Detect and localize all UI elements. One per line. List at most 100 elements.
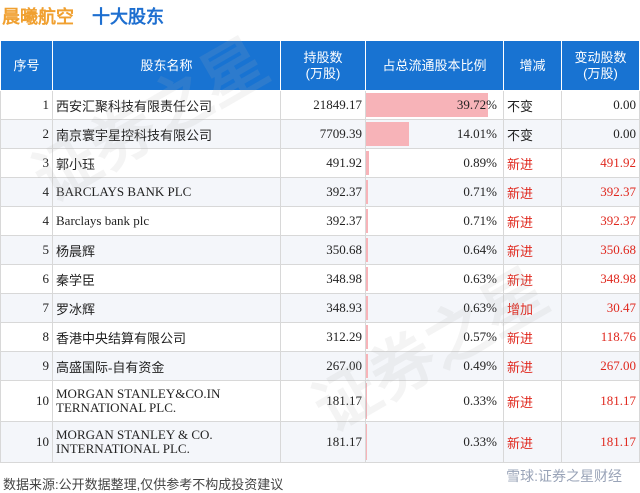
shareholder-name-cell: 罗冰辉	[52, 293, 281, 323]
ratio-text: 0.71%	[463, 184, 497, 199]
table-row: 9 高盛国际-自有资金 267.00 0.49% 新进 267.00	[0, 351, 640, 381]
ratio-bar	[366, 209, 369, 233]
shareholder-name-cell: BARCLAYS BANK PLC	[52, 177, 281, 207]
rank-cell: 9	[0, 351, 53, 381]
rank-cell: 10	[0, 380, 53, 422]
table-row: 7 罗冰辉 348.93 0.63% 增加 30.47	[0, 293, 640, 323]
ratio-bar	[366, 267, 368, 291]
rank-cell: 10	[0, 421, 53, 463]
change-shares-cell: 392.37	[561, 177, 640, 207]
shareholder-name-cell: 高盛国际-自有资金	[52, 351, 281, 381]
change-status-cell: 新进	[503, 351, 562, 381]
shareholder-name-cell: 西安汇聚科技有限责任公司	[52, 90, 281, 120]
change-status-cell: 新进	[503, 148, 562, 178]
ratio-cell: 0.89%	[365, 148, 504, 178]
ratio-bar	[366, 122, 409, 146]
ratio-bar	[366, 180, 369, 204]
ratio-text: 0.89%	[463, 155, 497, 170]
ratio-bar	[366, 383, 367, 419]
table-row: 2 南京寰宇星控科技有限公司 7709.39 14.01% 不变 0.00	[0, 119, 640, 149]
ratio-cell: 0.57%	[365, 322, 504, 352]
ratio-cell: 14.01%	[365, 119, 504, 149]
ratio-text: 14.01%	[456, 126, 497, 141]
shares-cell: 350.68	[280, 235, 366, 265]
header-ratio: 占总流通股本比例	[365, 40, 504, 91]
change-status-cell: 新进	[503, 206, 562, 236]
section-title: 十大股东	[92, 7, 164, 27]
change-status-cell: 新进	[503, 235, 562, 265]
change-status-cell: 不变	[503, 90, 562, 120]
change-shares-cell: 0.00	[561, 90, 640, 120]
change-status-cell: 增加	[503, 293, 562, 323]
company-title: 晨曦航空	[2, 7, 74, 27]
shares-cell: 348.93	[280, 293, 366, 323]
change-status-cell: 不变	[503, 119, 562, 149]
ratio-bar	[366, 424, 367, 460]
shares-cell: 392.37	[280, 177, 366, 207]
table-header-row: 序号 股东名称 持股数 (万股) 占总流通股本比例 增减 变动股数 (万股)	[0, 40, 640, 91]
shares-cell: 312.29	[280, 322, 366, 352]
shareholder-name-cell: 秦学臣	[52, 264, 281, 294]
rank-cell: 4	[0, 206, 53, 236]
table-row: 1 西安汇聚科技有限责任公司 21849.17 39.72% 不变 0.00	[0, 90, 640, 120]
table-row: 4 BARCLAYS BANK PLC 392.37 0.71% 新进 392.37	[0, 177, 640, 207]
ratio-text: 0.49%	[463, 358, 497, 373]
shareholder-name-cell: 郭小珏	[52, 148, 281, 178]
ratio-cell: 0.33%	[365, 421, 504, 463]
data-source-note: 数据来源:公开数据整理,仅供参考不构成投资建议	[3, 477, 284, 492]
change-shares-cell: 0.00	[561, 119, 640, 149]
table-row: 8 香港中央结算有限公司 312.29 0.57% 新进 118.76	[0, 322, 640, 352]
ratio-text: 39.72%	[456, 97, 497, 112]
ratio-bar	[366, 325, 368, 349]
ratio-bar	[366, 354, 368, 378]
table-row: 10 MORGAN STANLEY&CO.IN TERNATIONAL PLC. 18…	[0, 380, 640, 422]
change-shares-cell: 348.98	[561, 264, 640, 294]
rank-cell: 7	[0, 293, 53, 323]
shares-cell: 21849.17	[280, 90, 366, 120]
ratio-bar	[366, 93, 488, 117]
change-shares-cell: 392.37	[561, 206, 640, 236]
table-row: 6 秦学臣 348.98 0.63% 新进 348.98	[0, 264, 640, 294]
change-status-cell: 新进	[503, 177, 562, 207]
shareholder-name-line1: MORGAN STANLEY&CO.IN	[56, 386, 221, 401]
table-row: 3 郭小珏 491.92 0.89% 新进 491.92	[0, 148, 640, 178]
ratio-text: 0.63%	[463, 300, 497, 315]
change-shares-cell: 350.68	[561, 235, 640, 265]
change-shares-cell: 267.00	[561, 351, 640, 381]
shareholder-name-line2: INTERNATIONAL PLC.	[56, 441, 190, 456]
title-bar: 晨曦航空 十大股东	[0, 0, 640, 30]
shares-cell: 392.37	[280, 206, 366, 236]
shares-cell: 491.92	[280, 148, 366, 178]
ratio-text: 0.57%	[463, 329, 497, 344]
shareholder-name-cell: 杨晨辉	[52, 235, 281, 265]
table-row: 5 杨晨辉 350.68 0.64% 新进 350.68	[0, 235, 640, 265]
change-status-cell: 新进	[503, 421, 562, 463]
header-change-shares: 变动股数 (万股)	[561, 40, 640, 91]
change-shares-cell: 491.92	[561, 148, 640, 178]
change-shares-cell: 30.47	[561, 293, 640, 323]
rank-cell: 4	[0, 177, 53, 207]
shares-cell: 267.00	[280, 351, 366, 381]
ratio-cell: 0.63%	[365, 264, 504, 294]
ratio-text: 0.71%	[463, 213, 497, 228]
header-name: 股东名称	[52, 40, 281, 91]
change-shares-cell: 181.17	[561, 380, 640, 422]
ratio-cell: 39.72%	[365, 90, 504, 120]
header-change: 增减	[503, 40, 562, 91]
table-body: 1 西安汇聚科技有限责任公司 21849.17 39.72% 不变 0.00 2 南京寰宇星控…	[0, 90, 640, 463]
ratio-text: 0.33%	[463, 393, 497, 408]
header-shares-line1: 持股数	[303, 49, 343, 65]
shareholder-name-cell: 香港中央结算有限公司	[52, 322, 281, 352]
ratio-bar	[366, 238, 368, 262]
shareholder-name-cell: MORGAN STANLEY&CO.IN TERNATIONAL PLC.	[52, 380, 281, 422]
ratio-bar	[366, 296, 368, 320]
table-row: 10 MORGAN STANLEY & CO. INTERNATIONAL PLC.…	[0, 421, 640, 463]
change-status-cell: 新进	[503, 380, 562, 422]
ratio-cell: 0.71%	[365, 206, 504, 236]
rank-cell: 6	[0, 264, 53, 294]
ratio-cell: 0.64%	[365, 235, 504, 265]
ratio-text: 0.33%	[463, 434, 497, 449]
ratio-text: 0.63%	[463, 271, 497, 286]
rank-cell: 8	[0, 322, 53, 352]
rank-cell: 2	[0, 119, 53, 149]
